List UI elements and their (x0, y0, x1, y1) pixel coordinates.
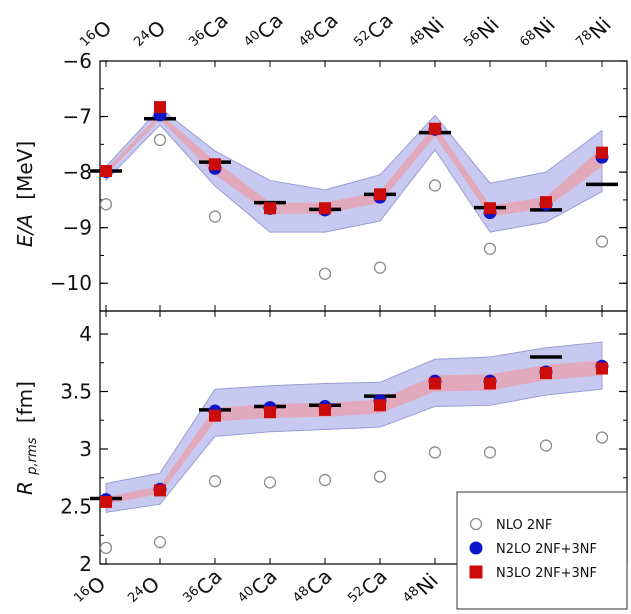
energy-axis-quantity: E/A (13, 214, 37, 247)
energy-n3lo-point (264, 202, 276, 215)
radius-nlo-point (318, 473, 332, 487)
energy-n3lo-point (154, 101, 166, 114)
energy-n3lo-point (484, 202, 496, 215)
top-nucleus-label: 78Ni (573, 12, 616, 55)
radius-n3lo-point (100, 495, 112, 508)
radius-nlo-point (595, 431, 609, 444)
energy-n3lo-point (319, 202, 331, 215)
energy-nlo-point (373, 261, 387, 274)
energy-n3lo-point (209, 158, 221, 171)
radius-axis-title: R p,rms [fm] (13, 381, 41, 495)
radius-nlo-point (428, 446, 442, 459)
energy-panel: −6 −7 −8 −9 −10 (50, 49, 628, 312)
radius-n3lo-point (596, 362, 608, 375)
top-nucleus-label: 36Ca (186, 8, 233, 55)
energy-y-tick-label: −10 (50, 271, 92, 295)
radius-y-tick-label: 2.5 (60, 495, 92, 519)
radius-nlo-point (263, 476, 277, 489)
legend-label-n3lo: N3LO 2NF+3NF (496, 566, 597, 581)
top-nucleus-label: 56Ni (461, 12, 504, 55)
radius-nlo-point (99, 541, 113, 555)
legend-label-n2lo: N2LO 2NF+3NF (496, 542, 597, 557)
energy-axis-title: E/A [MeV] (13, 141, 37, 247)
radius-axis-quantity: R (13, 481, 37, 495)
bottom-nucleus-label: 24O (125, 572, 165, 612)
energy-nlo-point (153, 133, 167, 147)
energy-nlo-point (318, 267, 332, 280)
radius-axis-unit: [fm] (13, 381, 37, 423)
legend-label-nlo: NLO 2NF (496, 518, 552, 533)
radius-nlo-point (153, 536, 167, 549)
legend-marker-n3lo (469, 565, 483, 579)
energy-nlo-point (428, 179, 442, 192)
radius-plot-frame (99, 310, 628, 565)
bottom-nucleus-label: 48Ni (400, 568, 443, 611)
energy-y-tick-label: −8 (63, 160, 92, 184)
energy-nlo-point (99, 198, 113, 211)
top-nucleus-labels: 16O 24O 36Ca 40Ca 48Ca 52Ca 48Ni 56Ni 68Ni 78Ni (77, 8, 616, 56)
radius-nlo-point (539, 439, 553, 452)
top-nucleus-label: 40Ca (241, 8, 288, 55)
top-nucleus-label: 52Ca (351, 8, 398, 55)
radius-n3lo-point (264, 406, 276, 419)
energy-y-tick-label: −7 (63, 105, 92, 129)
radius-n3lo-point (154, 484, 166, 497)
energy-n3lo-point (540, 196, 552, 209)
bottom-nucleus-label: 48Ca (290, 564, 337, 611)
radius-nlo-point (483, 446, 497, 459)
radius-y-tick-label: 3 (79, 437, 92, 461)
energy-axis-unit: [MeV] (13, 141, 37, 200)
radius-n3lo-point (209, 409, 221, 422)
energy-nlo-point (483, 242, 497, 255)
energy-n3lo-point (596, 146, 608, 159)
legend-marker-n2lo (469, 541, 483, 555)
legend: NLO 2NF N2LO 2NF+3NF N3LO 2NF+3NF (456, 491, 628, 610)
radius-uncertainty-band-inner (106, 360, 602, 505)
radius-panel: 2 2.5 3 3.5 4 (60, 310, 628, 576)
radius-n3lo-point (484, 377, 496, 390)
bottom-nucleus-label: 40Ca (235, 564, 282, 611)
top-nucleus-label: 68Ni (517, 12, 560, 55)
bottom-nucleus-label: 16O (71, 572, 111, 612)
energy-y-tick-label: −6 (63, 49, 92, 73)
radius-n3lo-point (374, 399, 386, 412)
top-nucleus-label: 24O (131, 16, 171, 56)
radius-axis-subscript: p,rms (25, 437, 40, 475)
top-nucleus-label: 48Ca (296, 8, 343, 55)
energy-uncertainty-band-inner (106, 113, 602, 217)
energy-n3lo-point (429, 122, 441, 135)
radius-n3lo-point (429, 377, 441, 390)
energy-n3lo-point (374, 188, 386, 201)
radius-y-tick-label: 2 (79, 552, 92, 576)
energy-uncertainty-band-outer (105, 107, 603, 233)
energy-nlo-point (208, 210, 222, 223)
energy-n3lo-point (100, 165, 112, 177)
radius-y-tick-label: 4 (79, 322, 92, 346)
legend-marker-nlo (469, 517, 483, 531)
radius-uncertainty-band-outer (105, 341, 603, 513)
energy-y-tick-label: −9 (63, 216, 92, 240)
top-nucleus-label: 48Ni (406, 12, 449, 55)
radius-nlo-point (208, 475, 222, 488)
radius-n3lo-point (540, 367, 552, 380)
bottom-nucleus-label: 36Ca (180, 564, 227, 611)
radius-n3lo-point (319, 403, 331, 416)
radius-nlo-point (373, 470, 387, 483)
legend-box (456, 491, 628, 610)
bottom-nucleus-labels: 16O 24O 36Ca 40Ca 48Ca 52Ca 48Ni (71, 564, 443, 612)
radius-y-tick-label: 3.5 (60, 380, 92, 404)
energy-nlo-point (595, 235, 609, 248)
bottom-nucleus-label: 52Ca (345, 564, 392, 611)
